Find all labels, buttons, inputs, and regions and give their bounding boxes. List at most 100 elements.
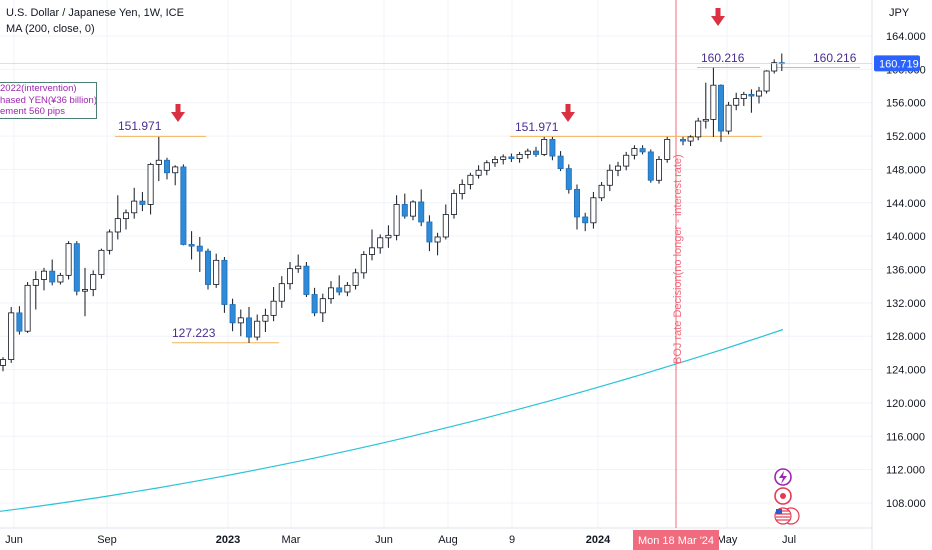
candle-up xyxy=(393,204,400,236)
candle-up xyxy=(57,274,64,283)
candle-up xyxy=(615,165,622,171)
level-label: 151.971 xyxy=(118,119,162,133)
candle-up xyxy=(771,62,778,72)
candle-up xyxy=(0,359,6,366)
candle-up xyxy=(687,136,694,142)
candle-up xyxy=(147,164,154,205)
candle-up xyxy=(710,84,717,120)
down-arrow-icon xyxy=(175,104,181,112)
candle-up xyxy=(82,289,89,292)
x-tick-label: 2024 xyxy=(586,534,611,546)
down-arrow-icon xyxy=(561,112,575,122)
candle-up xyxy=(695,120,702,138)
candle-up xyxy=(327,287,334,300)
y-tick-label: 156.000 xyxy=(886,98,926,110)
x-tick-label: Mar xyxy=(282,534,301,546)
y-tick-label: 112.000 xyxy=(886,465,925,477)
y-tick-label: 108.000 xyxy=(886,498,926,510)
crosshair-date-tag xyxy=(633,530,719,550)
y-tick-label: 132.000 xyxy=(886,298,926,310)
candle-down xyxy=(418,201,425,223)
candle-up xyxy=(733,98,740,106)
moving-average-line xyxy=(0,328,784,512)
candle-up xyxy=(278,283,285,302)
candle-down xyxy=(426,221,433,243)
y-tick-label: 128.000 xyxy=(886,331,926,343)
dividend-event-icon xyxy=(780,493,786,499)
candle-down xyxy=(196,245,203,252)
candle-up xyxy=(606,169,613,186)
candle-up xyxy=(664,139,671,160)
candle-up xyxy=(740,93,747,99)
candle-down xyxy=(139,200,146,205)
candle-down xyxy=(188,244,195,247)
candle-up xyxy=(500,156,507,160)
boj-annotation: BOJ rate Decision(no longer - interest r… xyxy=(672,154,684,364)
note-line: 2022(intervention) xyxy=(0,83,77,94)
y-tick-label: 136.000 xyxy=(886,265,926,277)
candle-up xyxy=(590,197,597,224)
candle-up xyxy=(8,312,15,360)
currency-label: JPY xyxy=(889,7,910,19)
candle-down xyxy=(336,287,343,293)
us-flag-icon xyxy=(776,509,782,514)
x-tick-label: May xyxy=(717,534,738,546)
candle-up xyxy=(450,193,457,215)
candle-up xyxy=(123,212,130,220)
candle-down xyxy=(229,304,236,324)
candle-up xyxy=(237,317,244,324)
candle-up xyxy=(763,70,770,92)
candle-down xyxy=(549,139,556,157)
candle-up xyxy=(213,259,220,285)
candle-down xyxy=(303,265,310,295)
candle-up xyxy=(344,284,351,293)
candle-down xyxy=(16,312,23,332)
candle-up xyxy=(598,184,605,199)
candle-down xyxy=(221,259,228,305)
x-tick-label: Sep xyxy=(97,534,117,546)
candle-up xyxy=(262,314,269,322)
candle-down xyxy=(557,155,564,169)
candle-up xyxy=(368,247,375,255)
candle-up xyxy=(385,234,392,239)
last-price-tag xyxy=(874,55,920,72)
candle-up xyxy=(65,243,72,276)
candle-up xyxy=(475,169,482,176)
candle-up xyxy=(254,320,261,338)
level-label: 151.971 xyxy=(515,120,559,134)
level-label: 160.216 xyxy=(701,51,745,65)
indicator-legend[interactable]: MA (200, close, 0) xyxy=(6,23,95,35)
candle-up xyxy=(24,284,31,332)
symbol-title: U.S. Dollar / Japanese Yen, 1W, ICE xyxy=(6,7,184,19)
candle-up xyxy=(409,201,416,217)
candle-down xyxy=(163,159,170,174)
candle-up xyxy=(467,174,474,185)
candle-down xyxy=(204,250,211,285)
candle-up xyxy=(352,272,359,286)
down-arrow-icon xyxy=(715,8,721,16)
candle-up xyxy=(114,218,121,233)
candle-down xyxy=(508,156,515,159)
candle-up xyxy=(172,166,179,174)
candle-down xyxy=(639,148,646,153)
y-tick-label: 152.000 xyxy=(886,131,926,143)
y-tick-label: 144.000 xyxy=(886,198,926,210)
candle-up xyxy=(155,159,162,165)
candle-up xyxy=(524,150,531,155)
x-tick-label: Jun xyxy=(375,534,393,546)
candle-up xyxy=(90,274,97,290)
candle-down xyxy=(574,189,581,218)
x-tick-label: Jun xyxy=(5,534,23,546)
candle-up xyxy=(631,148,638,156)
intervention-note: 2022(intervention) hased YEN(¥36 billion… xyxy=(0,82,97,119)
down-arrow-icon xyxy=(565,104,571,112)
y-tick-label: 148.000 xyxy=(886,164,926,176)
note-line: hased YEN(¥36 billion) xyxy=(0,94,97,106)
candle-up xyxy=(442,214,449,238)
candle-up xyxy=(756,90,763,97)
note-line: ement 560 pips xyxy=(0,106,65,117)
candle-down xyxy=(718,84,725,132)
y-tick-label: 164.000 xyxy=(886,31,926,43)
